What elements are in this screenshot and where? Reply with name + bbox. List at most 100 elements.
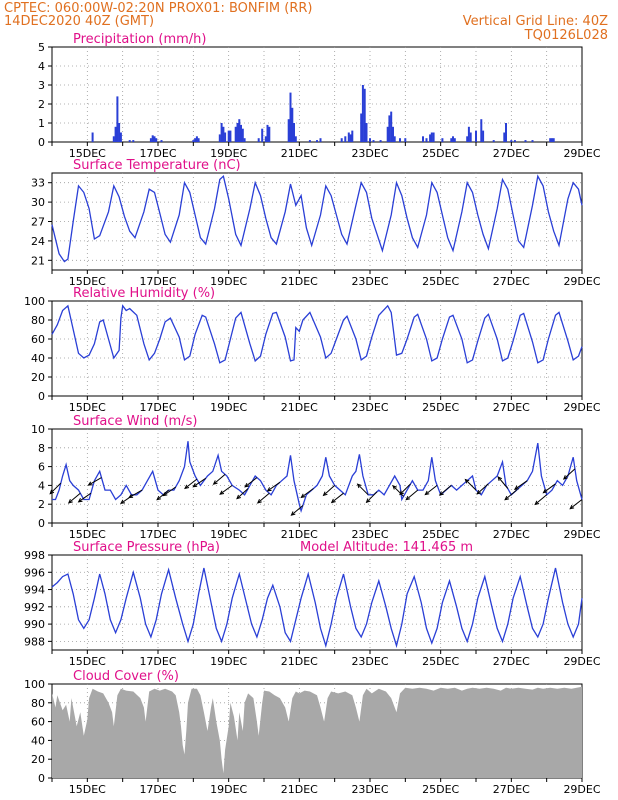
y-tick-label: 80 <box>31 697 45 710</box>
precip-bar <box>340 138 343 142</box>
x-tick-label: 21DEC <box>281 655 318 668</box>
panel-precip: 0 1 2 3 4 5 15DEC 17DEC 19DEC 21DEC 23DEC 25DEC 27DE… <box>38 32 601 160</box>
x-tick-label: 15DEC <box>69 783 106 796</box>
x-tick-label: 15DEC <box>69 401 106 414</box>
y-tick-label: 10 <box>31 423 45 436</box>
wind-arrow <box>366 491 378 503</box>
y-tick-label: 100 <box>24 295 45 308</box>
y-tick-label: 21 <box>31 254 45 267</box>
y-tick-label: 6 <box>38 461 45 474</box>
precip-bar <box>119 132 122 142</box>
wind-arrow <box>291 505 304 516</box>
wind-arrow <box>156 489 169 501</box>
wind-arrow-head <box>476 490 482 495</box>
precip-bar <box>551 138 553 142</box>
precip-bar <box>240 124 242 142</box>
wind-arrow-head <box>569 504 575 510</box>
wind-arrow <box>128 489 143 499</box>
precip-bar <box>393 136 396 142</box>
wind-arrow <box>213 474 226 485</box>
precip-bar <box>261 128 264 142</box>
precip-bar <box>531 140 534 142</box>
wind-arrow-head <box>49 489 55 495</box>
x-tick-label: 17DEC <box>139 275 176 288</box>
x-tick-label: 25DEC <box>422 655 459 668</box>
y-tick-label: 1 <box>38 117 45 130</box>
wind-arrow <box>405 489 419 501</box>
header: CPTEC: 060:00W-02:20N PROX01: BONFIM (RR… <box>4 1 608 43</box>
x-tick-label: 23DEC <box>351 401 388 414</box>
precip-bar <box>369 138 371 142</box>
y-tick-label: 5 <box>38 41 45 54</box>
header-date-line: 14DEC2020 40Z (GMT) <box>4 14 154 29</box>
wind-arrow-head <box>256 498 262 504</box>
precip-bar <box>308 140 311 142</box>
x-tick-label: 21DEC <box>281 401 318 414</box>
panel-cloud: 0 20 40 60 80 100 15DEC 17DEC 19DEC 21DEC 23DEC 25D… <box>24 669 601 796</box>
precip-bar <box>452 136 454 142</box>
precip-bar <box>114 126 117 142</box>
precip-bar <box>160 140 163 142</box>
wind-arrow <box>534 494 548 505</box>
wind-arrow <box>465 479 477 491</box>
wind-arrow <box>439 485 452 496</box>
precip-bar <box>116 96 119 142</box>
precip-bar <box>549 138 552 142</box>
precip-bar <box>475 130 477 142</box>
header-station-line: CPTEC: 060:00W-02:20N PROX01: BONFIM (RR… <box>4 1 312 16</box>
wind-arrow-head <box>67 499 73 504</box>
wind-arrow <box>301 488 314 498</box>
wind-arrow <box>219 484 233 495</box>
cloud-cover-area <box>52 686 582 778</box>
precip-bar <box>128 140 131 142</box>
precip-bar <box>220 123 223 142</box>
y-tick-label: 0 <box>38 517 45 530</box>
precip-bar <box>224 132 227 142</box>
series-line-wind <box>52 441 583 514</box>
wind-arrow-head <box>290 511 296 516</box>
x-tick-label: 19DEC <box>210 147 247 160</box>
series-line-rh <box>51 304 583 364</box>
wind-arrow-head <box>244 482 250 488</box>
wind-arrow <box>193 477 206 488</box>
wind-arrow-head <box>162 491 168 497</box>
y-tick-label: 20 <box>31 371 45 384</box>
wind-arrow <box>244 477 258 488</box>
y-tick-label: 40 <box>31 352 45 365</box>
precip-bar <box>429 134 432 142</box>
precip-bar <box>197 138 200 142</box>
wind-arrow <box>323 485 336 496</box>
panel-title: Relative Humidity (%) <box>73 286 215 301</box>
precip-bar <box>151 135 154 142</box>
panel-title: Surface Temperature (nC) <box>73 158 241 173</box>
panel-title: Precipitation (mm/h) <box>73 32 206 47</box>
y-tick-label: 8 <box>38 442 45 455</box>
y-tick-label: 33 <box>31 177 45 190</box>
x-tick-label: 25DEC <box>422 275 459 288</box>
x-tick-label: 19DEC <box>210 528 247 541</box>
precip-bar <box>238 119 241 142</box>
precip-bar <box>229 130 232 142</box>
wind-arrow <box>392 485 404 497</box>
panel-title: Surface Pressure (hPa) <box>73 540 220 555</box>
precip-bar <box>552 138 555 142</box>
series-line-temp <box>51 174 583 263</box>
precip-bar <box>149 138 152 142</box>
precip-bar <box>234 126 237 142</box>
wind-arrow <box>514 480 528 490</box>
x-tick-label: 19DEC <box>210 783 247 796</box>
wind-arrow <box>331 492 344 503</box>
precip-bar <box>361 85 364 142</box>
y-tick-label: 30 <box>31 196 45 209</box>
precip-bar <box>91 132 94 142</box>
wind-arrow-head <box>356 483 362 489</box>
x-tick-label: 21DEC <box>281 147 318 160</box>
precip-bar <box>503 132 506 142</box>
wind-arrow-head <box>424 490 430 496</box>
panel-frame <box>51 46 583 143</box>
y-tick-label: 998 <box>24 549 45 562</box>
precip-bar <box>236 123 239 142</box>
y-tick-label: 4 <box>38 479 45 492</box>
x-tick-label: 15DEC <box>69 528 106 541</box>
